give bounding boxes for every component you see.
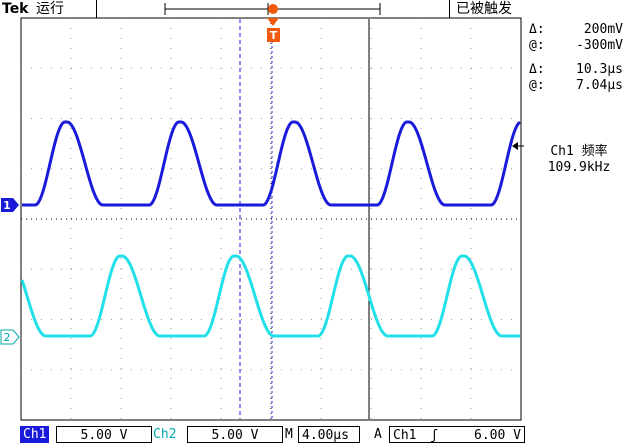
ch1-marker-label: 1 bbox=[3, 199, 11, 212]
frequency-value: 109.9kHz bbox=[547, 160, 611, 175]
measurement-arrow-icon bbox=[512, 142, 518, 150]
divider bbox=[96, 0, 97, 18]
time-at-row: @: 7.04μs bbox=[529, 78, 629, 94]
delta-symbol: Δ: bbox=[529, 62, 545, 77]
trigger-settings[interactable]: Ch1 ʃ 6.00 V bbox=[389, 426, 525, 443]
frequency-label: Ch1 频率 bbox=[550, 144, 608, 159]
trigger-level-marker[interactable]: T bbox=[267, 28, 280, 42]
frequency-measurement: Ch1 频率 109.9kHz bbox=[536, 144, 622, 176]
trigger-letter: T bbox=[270, 29, 278, 42]
ch2-ground-marker[interactable]: 2 bbox=[0, 329, 20, 345]
settings-bar: Ch1 5.00 V Ch2 5.00 V M 4.00μs A Ch1 ʃ 6… bbox=[0, 424, 629, 444]
graticule-grid bbox=[21, 18, 521, 420]
ch1-scale[interactable]: 5.00 V bbox=[56, 426, 152, 443]
trigger-position-icon[interactable] bbox=[267, 4, 279, 26]
trigger-mode: A bbox=[374, 427, 382, 442]
time-delta-value: 10.3μs bbox=[576, 62, 623, 77]
trigger-source: Ch1 bbox=[393, 428, 417, 443]
trigger-status: 已被触发 bbox=[456, 1, 512, 17]
ch2-trace bbox=[20, 254, 520, 338]
ch2-scale[interactable]: 5.00 V bbox=[187, 426, 283, 443]
status-bar: Tek 运行 已被触发 bbox=[0, 0, 629, 18]
voltage-delta-value: 200mV bbox=[583, 22, 623, 37]
voltage-at-row: @: -300mV bbox=[529, 38, 629, 54]
timebase-value[interactable]: 4.00μs bbox=[298, 426, 360, 443]
trigger-level: 6.00 V bbox=[474, 428, 521, 443]
ch1-label[interactable]: Ch1 bbox=[20, 426, 50, 443]
ch2-marker-label: 2 bbox=[4, 331, 11, 344]
divider bbox=[449, 0, 450, 18]
cursor-readouts: Δ: 200mV @: -300mV Δ: 10.3μs @: 7.04μs bbox=[529, 22, 629, 94]
run-state: 运行 bbox=[36, 1, 64, 17]
at-symbol: @: bbox=[529, 38, 545, 53]
brand-logo: Tek bbox=[2, 1, 29, 17]
ch1-trace bbox=[22, 120, 521, 207]
time-at-value: 7.04μs bbox=[576, 78, 623, 93]
at-symbol: @: bbox=[529, 78, 545, 93]
timebase-prefix: M bbox=[285, 427, 293, 442]
voltage-delta-row: Δ: 200mV bbox=[529, 22, 629, 38]
ch2-label[interactable]: Ch2 bbox=[153, 427, 177, 442]
time-delta-row: Δ: 10.3μs bbox=[529, 62, 629, 78]
ch1-ground-marker[interactable]: 1 bbox=[1, 198, 19, 212]
voltage-at-value: -300mV bbox=[576, 38, 623, 53]
trigger-slope-icon: ʃ bbox=[430, 428, 439, 443]
delta-symbol: Δ: bbox=[529, 22, 545, 37]
